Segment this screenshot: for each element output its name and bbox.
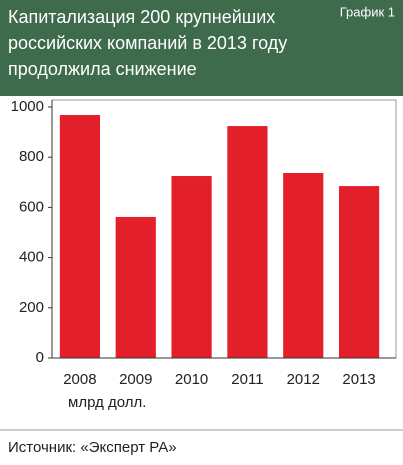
source: Источник: «Эксперт РА» xyxy=(8,439,177,456)
x-tick-label: 2010 xyxy=(175,371,208,388)
x-tick-label: 2008 xyxy=(63,371,96,388)
bar xyxy=(171,176,212,358)
y-axis-label: млрд долл. xyxy=(68,394,146,411)
x-tick-label: 2009 xyxy=(119,371,152,388)
y-tick-label: 1000 xyxy=(11,98,44,115)
bar xyxy=(59,115,101,358)
x-tick-label: 2012 xyxy=(287,371,320,388)
y-tick-label: 200 xyxy=(19,299,44,316)
title-box: Капитализация 200 крупнейших российских … xyxy=(8,7,288,79)
x-tick-label: 2011 xyxy=(231,371,263,388)
chart-title: Капитализация 200 крупнейших российских … xyxy=(8,7,288,79)
header xyxy=(0,0,403,96)
y-tick-label: 600 xyxy=(19,198,44,215)
y-tick-label: 0 xyxy=(36,349,44,366)
bar xyxy=(338,186,380,358)
bar xyxy=(283,173,324,358)
x-tick-label: 2013 xyxy=(342,371,375,388)
bar xyxy=(115,216,156,358)
y-tick-label: 800 xyxy=(19,148,44,165)
chart-label: График 1 xyxy=(340,4,395,19)
y-tick-label: 400 xyxy=(19,249,44,266)
bar xyxy=(227,126,268,359)
